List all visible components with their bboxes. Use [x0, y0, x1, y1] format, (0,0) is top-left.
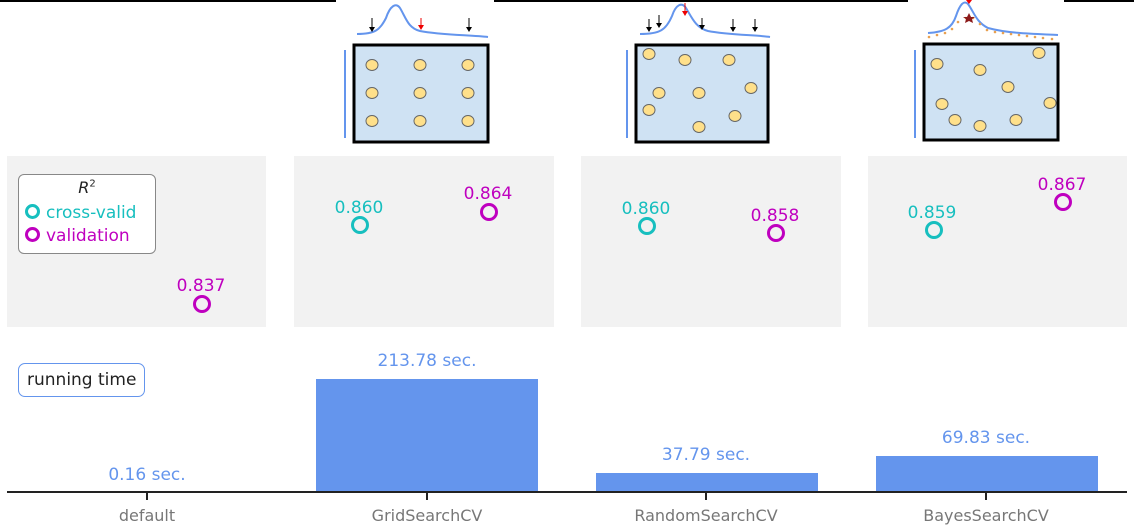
- best-star-icon: [963, 13, 975, 23]
- top-border-line: [1064, 0, 1134, 2]
- random-search-illustration: [626, 3, 771, 144]
- r2-panel-random: [581, 156, 841, 327]
- cross-valid-score-grid: 0.860: [334, 198, 384, 218]
- open-circle-icon: [25, 204, 40, 219]
- validation-marker-default: [193, 295, 211, 313]
- validation-score-default: 0.837: [176, 276, 226, 296]
- cross-valid-marker-random: [638, 217, 656, 235]
- best-arrow-icon: [682, 3, 688, 16]
- r2-panel-grid: [294, 156, 554, 327]
- bayes-search-illustration: [914, 0, 1060, 142]
- open-circle-icon: [25, 227, 40, 242]
- x-tick: [985, 492, 987, 500]
- cross-valid-marker-bayes: [925, 221, 943, 239]
- sample-arrow-icon: [656, 15, 662, 28]
- sample-arrow-icon: [699, 18, 705, 30]
- sample-arrow-icon: [752, 19, 758, 32]
- x-tick-label-random: RandomSearchCV: [634, 506, 778, 525]
- legend-item-cross-valid: cross-valid: [25, 203, 136, 223]
- bar-label-random: 37.79 sec.: [661, 445, 751, 465]
- validation-score-random: 0.858: [750, 206, 800, 226]
- bar-grid: [316, 379, 538, 492]
- legend-title: R2: [78, 178, 96, 197]
- x-tick: [146, 492, 148, 500]
- validation-score-grid: 0.864: [463, 184, 513, 204]
- best-arrow-icon: [966, 0, 972, 4]
- bar-label-grid: 213.78 sec.: [377, 351, 477, 371]
- validation-marker-random: [767, 224, 785, 242]
- x-tick-label-bayes: BayesSearchCV: [923, 506, 1049, 525]
- r2-legend: R2 cross-valid validation: [18, 174, 156, 254]
- bar-bayes: [876, 456, 1098, 492]
- sample-arrow-icon: [646, 19, 652, 32]
- best-arrow-icon: [418, 18, 424, 30]
- legend-item-validation: validation: [25, 226, 130, 246]
- validation-marker-grid: [480, 203, 498, 221]
- bar-label-bayes: 69.83 sec.: [941, 428, 1031, 448]
- grid-search-illustration: [344, 4, 490, 144]
- top-border-line: [0, 0, 336, 2]
- x-axis: [7, 491, 1127, 493]
- cross-valid-score-bayes: 0.859: [907, 203, 957, 223]
- bar-label-default: 0.16 sec.: [108, 465, 186, 485]
- running-time-label: running time: [18, 363, 146, 397]
- sample-arrow-icon: [466, 18, 472, 32]
- sample-arrow-icon: [730, 19, 736, 32]
- sample-arrow-icon: [369, 18, 375, 32]
- x-tick: [705, 492, 707, 500]
- x-tick-label-default: default: [118, 506, 176, 525]
- bar-random: [596, 473, 818, 492]
- x-tick-label-grid: GridSearchCV: [371, 506, 483, 525]
- x-tick: [426, 492, 428, 500]
- r2-panel-bayes: [868, 156, 1127, 327]
- validation-score-bayes: 0.867: [1037, 175, 1087, 195]
- top-border-line: [494, 0, 908, 2]
- validation-marker-bayes: [1054, 193, 1072, 211]
- cross-valid-score-random: 0.860: [621, 199, 671, 219]
- cross-valid-marker-grid: [351, 216, 369, 234]
